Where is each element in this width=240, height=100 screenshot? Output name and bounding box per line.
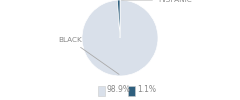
FancyBboxPatch shape (128, 86, 135, 96)
Wedge shape (117, 0, 120, 38)
Text: 98.9%: 98.9% (107, 86, 131, 94)
FancyBboxPatch shape (98, 86, 105, 96)
Text: 1.1%: 1.1% (137, 86, 156, 94)
Text: BLACK: BLACK (58, 37, 119, 74)
Wedge shape (82, 0, 158, 76)
Text: HISPANIC: HISPANIC (121, 0, 192, 3)
